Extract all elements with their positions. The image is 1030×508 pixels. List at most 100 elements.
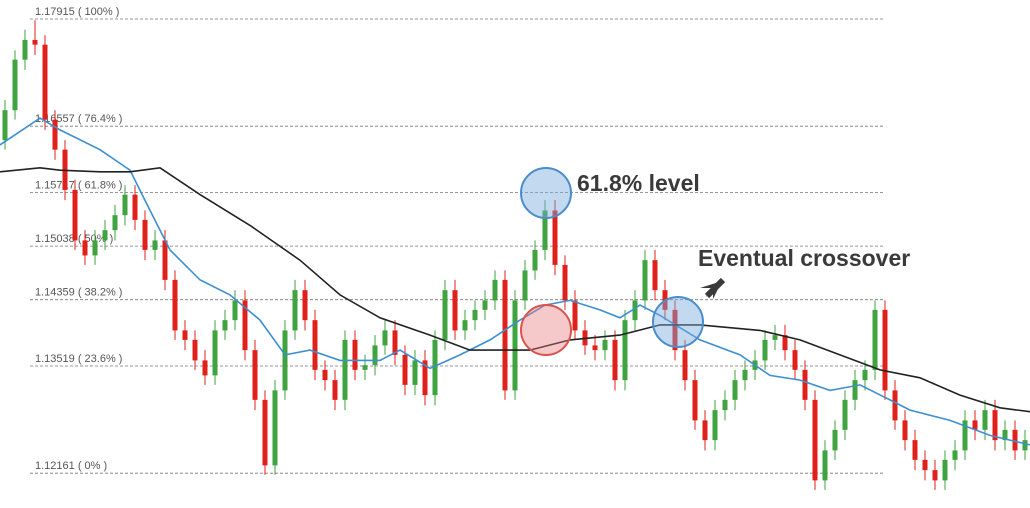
- candle-body: [342, 339, 348, 400]
- candle-body: [122, 194, 128, 216]
- candle-body: [762, 339, 768, 361]
- candle-body: [92, 240, 98, 256]
- candle-body: [112, 215, 118, 231]
- candle-body: [822, 450, 828, 481]
- candle-body: [742, 369, 748, 381]
- candle-body: [692, 380, 698, 421]
- candle-body: [482, 300, 488, 310]
- candle-body: [862, 369, 868, 381]
- candle-body: [792, 350, 798, 370]
- candle-body: [672, 309, 678, 351]
- candle-body: [622, 320, 628, 381]
- candle-body: [212, 330, 218, 376]
- candle-body: [562, 264, 568, 301]
- candle-body: [242, 300, 248, 351]
- candle-body: [1022, 440, 1028, 451]
- candle-body: [632, 300, 638, 321]
- candle-body: [412, 360, 418, 385]
- candle-body: [252, 350, 258, 400]
- candle-body: [282, 330, 288, 391]
- level-label: 1.13519 ( 23.6% ): [35, 353, 122, 365]
- candle-body: [702, 420, 708, 441]
- candle-body: [592, 345, 598, 351]
- level-label: 1.15717 ( 61.8% ): [35, 180, 122, 192]
- moving-averages: [0, 117, 1030, 446]
- candle-body: [392, 330, 398, 355]
- candle-body: [352, 339, 358, 370]
- candle-body: [852, 380, 858, 400]
- candle-body: [872, 309, 878, 370]
- candle-body: [1002, 429, 1008, 441]
- highlight-circle: [520, 304, 572, 356]
- candle-body: [982, 410, 988, 430]
- candle-body: [332, 380, 338, 400]
- candle-body: [362, 365, 368, 370]
- candle-body: [542, 210, 548, 250]
- candle-body: [232, 300, 238, 321]
- candle-body: [172, 279, 178, 331]
- candle-body: [142, 219, 148, 250]
- candle-body: [222, 320, 228, 331]
- levels: 1.17915 ( 100% )1.16557 ( 76.4% )1.15717…: [30, 6, 884, 474]
- level-label: 1.12161 ( 0% ): [35, 460, 107, 472]
- candle-body: [972, 420, 978, 430]
- candle-body: [102, 230, 108, 241]
- candle-body: [2, 110, 8, 141]
- candle-body: [612, 339, 618, 381]
- highlight-circle: [520, 167, 572, 219]
- candle-body: [182, 330, 188, 340]
- candle-body: [452, 290, 458, 331]
- candle-body: [422, 360, 428, 396]
- candle-body: [952, 450, 958, 460]
- moving-average: [0, 166, 1030, 413]
- candle-body: [162, 240, 168, 280]
- candle-body: [772, 335, 778, 340]
- candle-body: [272, 390, 278, 466]
- candle-body: [372, 345, 378, 366]
- candle-body: [292, 290, 298, 331]
- arrow: [704, 277, 726, 299]
- candle-body: [652, 260, 658, 291]
- candle-body: [432, 339, 438, 396]
- candle-body: [722, 399, 728, 411]
- candle-body: [492, 279, 498, 301]
- candle-body: [132, 194, 138, 220]
- candle-body: [512, 300, 518, 391]
- level-label: 1.17915 ( 100% ): [35, 6, 119, 18]
- candle-body: [812, 399, 818, 481]
- candle-body: [462, 320, 468, 331]
- candle-body: [312, 320, 318, 370]
- annotation: 61.8% level: [577, 170, 700, 196]
- candle-body: [682, 350, 688, 381]
- candle-body: [882, 309, 888, 391]
- candle-body: [12, 59, 18, 111]
- candle-body: [32, 39, 38, 45]
- candle-body: [552, 210, 558, 265]
- candle-body: [832, 429, 838, 451]
- candle-body: [992, 410, 998, 441]
- level-label: 1.14359 ( 38.2% ): [35, 287, 122, 299]
- candle-body: [712, 410, 718, 441]
- candle-body: [302, 290, 308, 321]
- annotation: Eventual crossover: [698, 245, 910, 271]
- candle-body: [202, 360, 208, 376]
- candle-body: [602, 339, 608, 351]
- candle-body: [802, 369, 808, 400]
- candle-body: [932, 470, 938, 481]
- candle-body: [52, 119, 58, 150]
- candle-body: [1012, 429, 1018, 451]
- candle-body: [382, 330, 388, 346]
- candle-body: [942, 459, 948, 481]
- candle-body: [442, 290, 448, 340]
- candle-body: [962, 420, 968, 451]
- candle-body: [902, 420, 908, 441]
- candle-body: [502, 279, 508, 391]
- moving-average: [0, 117, 1030, 446]
- candle-body: [262, 399, 268, 466]
- candle-body: [732, 380, 738, 400]
- highlight-circle: [652, 296, 704, 348]
- candle-body: [842, 399, 848, 430]
- candle-body: [572, 300, 578, 331]
- candle-body: [472, 309, 478, 321]
